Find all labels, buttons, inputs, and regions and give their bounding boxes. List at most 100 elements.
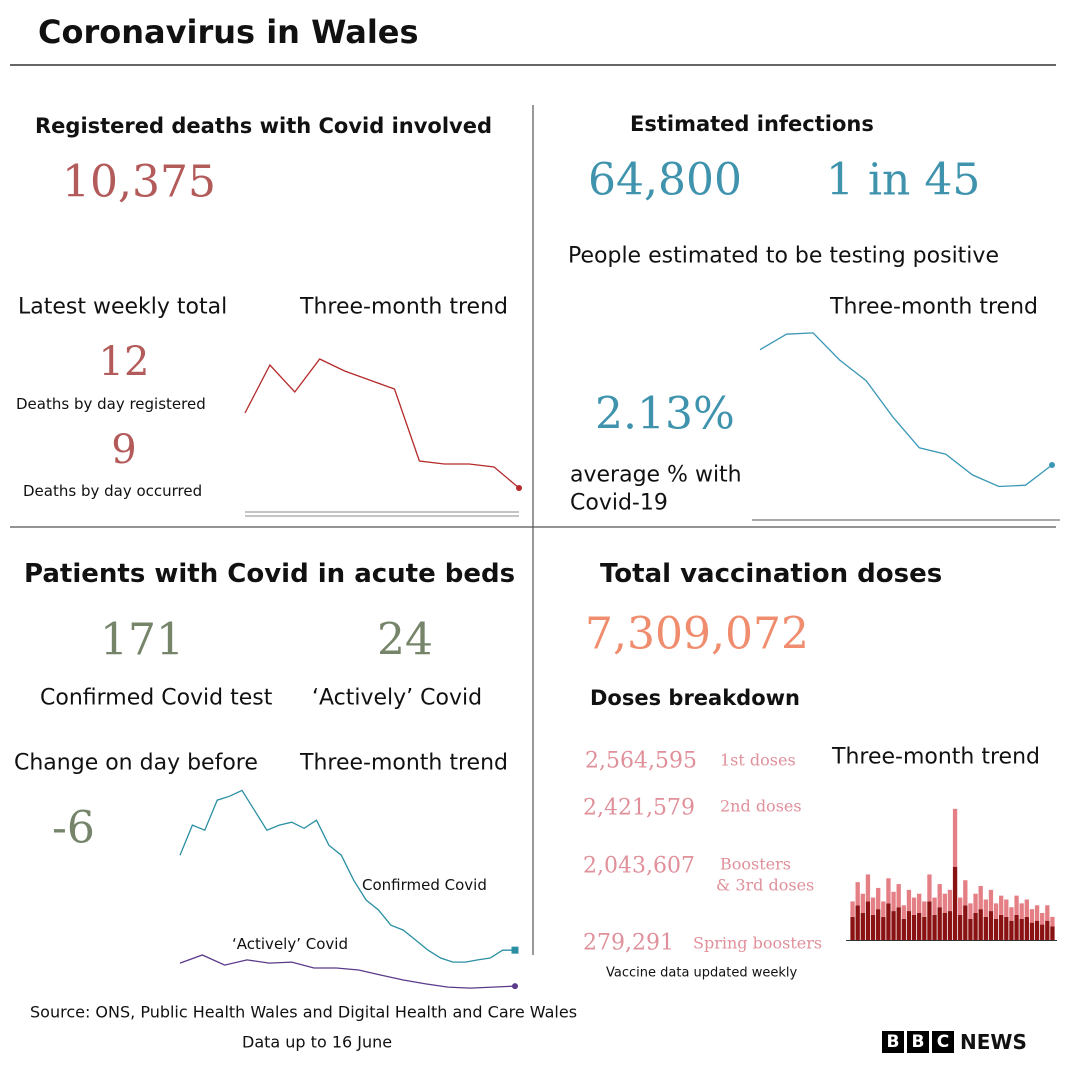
bar-dark xyxy=(1019,918,1024,940)
big-number: 171 xyxy=(100,615,184,666)
logo-box xyxy=(907,1031,929,1053)
label: Change on day before xyxy=(14,751,258,776)
line-label: Confirmed Covid xyxy=(362,876,487,894)
bar-light xyxy=(1024,899,1029,917)
number: 12 xyxy=(99,339,150,385)
dose-number: 2,421,579 xyxy=(583,796,695,821)
dose-label: Spring boosters xyxy=(693,934,822,953)
logo-box xyxy=(882,1031,904,1053)
bar-dark xyxy=(1029,922,1035,940)
dose-label: 2nd doses xyxy=(720,797,802,816)
bar-dark xyxy=(983,916,988,940)
bar-dark xyxy=(927,901,932,940)
bar-light xyxy=(1040,913,1045,925)
bar-light xyxy=(973,893,978,913)
bar-dark xyxy=(1024,916,1029,940)
label: Three-month trend xyxy=(299,751,508,776)
bar-dark xyxy=(973,913,978,940)
logo-letter: C xyxy=(937,1032,949,1052)
title: Coronavirus in Wales xyxy=(38,13,419,51)
bar-light xyxy=(860,893,865,913)
bar-light xyxy=(881,901,886,917)
end-marker xyxy=(516,485,522,491)
bar-light xyxy=(855,882,860,906)
panel-title: Patients with Covid in acute beds xyxy=(24,559,515,589)
bar-dark xyxy=(850,916,855,940)
bar-light xyxy=(1014,895,1019,915)
label: Three-month trend xyxy=(829,295,1038,320)
big-number: 1 in 45 xyxy=(826,155,980,206)
end-marker xyxy=(512,983,518,990)
bar-light xyxy=(1029,909,1035,923)
bar-dark xyxy=(1034,920,1040,940)
bar-dark xyxy=(988,911,994,940)
label: average % with xyxy=(570,463,742,488)
bar-dark xyxy=(1014,914,1019,940)
bar-dark xyxy=(901,918,906,940)
bar-dark xyxy=(917,913,922,940)
bar-dark xyxy=(1004,916,1009,940)
logo-box xyxy=(932,1031,954,1053)
bar-light xyxy=(1045,905,1050,921)
date: Data up to 16 June xyxy=(242,1033,392,1052)
bar-light xyxy=(983,899,988,917)
end-marker xyxy=(1049,462,1055,469)
bar-dark xyxy=(922,916,927,940)
bar-light xyxy=(952,808,958,867)
trend-line xyxy=(244,358,520,489)
logo-letter: B xyxy=(887,1032,900,1052)
dose-number: 2,564,595 xyxy=(585,749,697,774)
dose-label: & 3rd doses xyxy=(716,876,814,895)
bar-dark xyxy=(886,903,891,940)
bar-light xyxy=(922,901,927,917)
bar-dark xyxy=(870,914,876,940)
bar-dark xyxy=(911,914,917,940)
big-number: 10,375 xyxy=(62,157,216,208)
bar-dark xyxy=(876,909,881,940)
label: Covid-19 xyxy=(570,491,668,516)
bar-light xyxy=(942,893,947,913)
trend-line xyxy=(179,954,516,989)
bar-dark xyxy=(1050,926,1055,940)
bar-light xyxy=(1019,903,1024,919)
bar-dark xyxy=(937,907,942,940)
bar-light xyxy=(870,897,876,915)
logo-text: NEWS xyxy=(960,1030,1027,1054)
bar-light xyxy=(901,905,906,919)
bar-light xyxy=(911,897,917,915)
bar-light xyxy=(1009,907,1014,921)
bar-light xyxy=(932,897,937,915)
bar-light xyxy=(963,880,968,906)
label: Deaths by day occurred xyxy=(23,482,202,500)
bar-dark xyxy=(881,916,886,940)
bar-light xyxy=(999,895,1004,915)
bar-dark xyxy=(896,907,901,940)
bar-dark xyxy=(978,909,983,940)
label: ‘Actively’ Covid xyxy=(312,686,482,711)
bar-dark xyxy=(999,914,1004,940)
big-number: 7,309,072 xyxy=(585,609,809,660)
bar-dark xyxy=(855,905,860,940)
big-number: -6 xyxy=(52,803,95,854)
bar-light xyxy=(993,903,999,919)
dose-number: 279,291 xyxy=(583,931,674,956)
big-number: 24 xyxy=(377,615,433,666)
subtitle: Doses breakdown xyxy=(590,686,800,710)
dose-number: 2,043,607 xyxy=(583,854,695,879)
label: Three-month trend xyxy=(299,295,508,320)
big-number: 2.13% xyxy=(595,389,735,440)
trend-line xyxy=(179,789,515,963)
panel-title: Total vaccination doses xyxy=(600,559,942,589)
bar-light xyxy=(876,887,881,910)
bar-light xyxy=(927,874,932,902)
bar-light xyxy=(886,878,891,904)
bar-light xyxy=(906,889,912,912)
bar-light xyxy=(1034,905,1040,921)
bar-dark xyxy=(947,911,953,940)
note: Vaccine data updated weekly xyxy=(606,966,797,981)
bar-light xyxy=(947,889,953,912)
bar-dark xyxy=(932,914,937,940)
bar-dark xyxy=(1009,920,1014,940)
